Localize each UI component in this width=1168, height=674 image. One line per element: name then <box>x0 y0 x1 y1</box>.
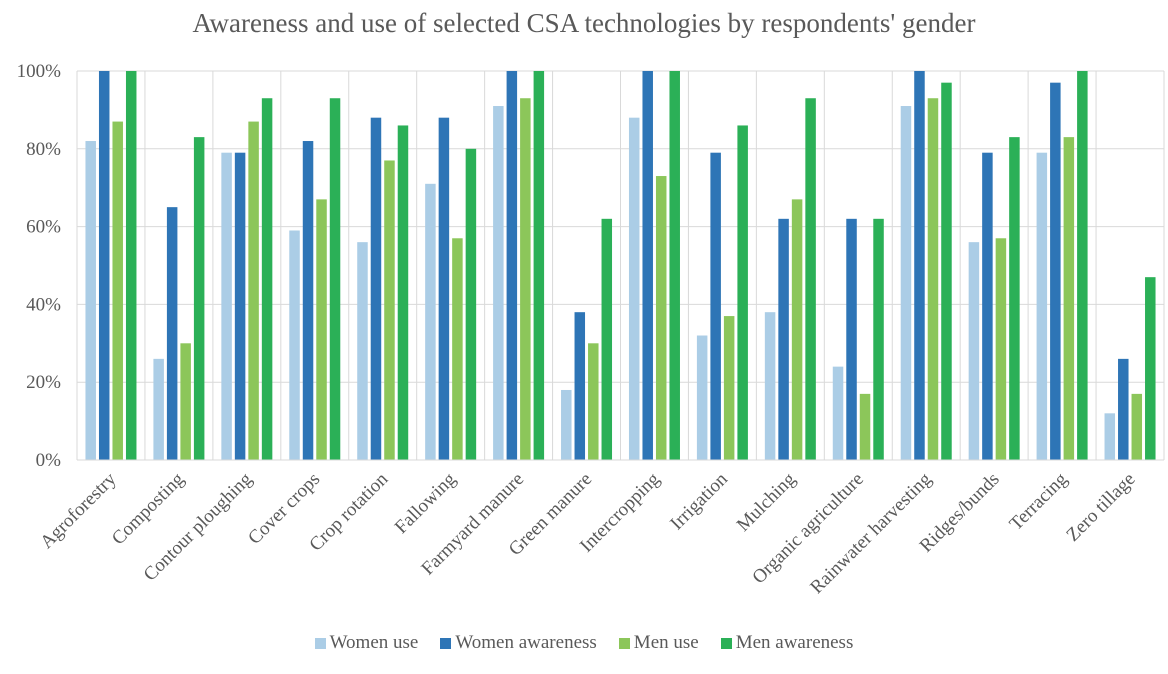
legend-swatch <box>314 637 326 649</box>
bar <box>506 71 518 460</box>
bar <box>832 366 844 460</box>
bar <box>561 389 572 460</box>
bar <box>1036 152 1048 460</box>
bar <box>465 148 477 461</box>
bar <box>125 71 137 460</box>
x-tick-label: Zero tillage <box>1062 469 1139 546</box>
legend-label: Men use <box>633 632 699 653</box>
bar <box>438 117 450 461</box>
bar <box>1145 277 1156 460</box>
bar <box>710 152 721 460</box>
x-tick-label: Rainwater harvesting <box>806 468 936 598</box>
bar <box>1104 413 1116 460</box>
bar <box>234 152 246 460</box>
bar <box>302 141 314 460</box>
bar <box>1050 82 1061 461</box>
bar <box>764 312 776 460</box>
bar <box>193 137 205 460</box>
bar <box>357 242 368 460</box>
bar <box>1077 71 1088 460</box>
x-tick-label: Terracing <box>1006 468 1072 534</box>
bar <box>778 218 789 460</box>
bar <box>723 316 735 460</box>
y-tick-label: 40% <box>26 294 61 315</box>
bar <box>846 218 857 460</box>
legend-item: Women use <box>314 632 419 654</box>
legend-label: Women use <box>329 632 419 653</box>
y-tick-label: 0% <box>36 450 62 471</box>
bar <box>655 176 667 460</box>
legend-item: Men use <box>618 632 699 654</box>
x-tick-label: Mulching <box>733 468 800 535</box>
bar <box>968 242 980 460</box>
legend-swatch <box>618 637 630 649</box>
bar <box>248 121 259 460</box>
bar <box>927 98 939 460</box>
bar <box>493 106 504 460</box>
bar <box>601 218 613 460</box>
bar <box>859 393 871 460</box>
bar <box>370 117 382 461</box>
y-tick-label: 60% <box>26 217 61 238</box>
bar <box>696 335 708 460</box>
chart-legend: Women use Women awareness Men use Men aware… <box>0 632 1168 654</box>
bar <box>1118 358 1129 460</box>
bar <box>329 98 341 460</box>
bar <box>588 343 599 460</box>
x-tick-label: Irrigation <box>666 468 732 534</box>
bar <box>98 71 110 460</box>
bar <box>995 238 1007 460</box>
bar <box>425 183 436 460</box>
x-tick-label: Fallowing <box>391 468 461 538</box>
y-tick-label: 80% <box>26 139 61 160</box>
bar <box>452 238 463 460</box>
y-tick-label: 20% <box>26 372 61 393</box>
y-tick-label: 100% <box>17 61 62 82</box>
bar <box>737 125 748 461</box>
legend-label: Women awareness <box>455 632 597 653</box>
bar <box>112 121 123 460</box>
bar <box>574 312 586 460</box>
bar <box>982 152 993 460</box>
bar <box>180 343 191 460</box>
legend-item: Men awareness <box>720 632 854 654</box>
bar <box>221 152 232 460</box>
bar <box>941 82 952 461</box>
bar <box>642 71 653 460</box>
bar <box>520 98 531 460</box>
legend-label: Men awareness <box>735 632 854 653</box>
legend-swatch <box>440 637 452 649</box>
bar <box>900 106 912 460</box>
bar <box>914 71 925 460</box>
bar <box>791 199 803 460</box>
bar <box>261 98 273 460</box>
chart-title: Awareness and use of selected CSA techno… <box>192 8 976 38</box>
bar <box>628 117 640 461</box>
bar <box>1063 137 1075 460</box>
x-tick-label: Agroforestry <box>36 468 121 553</box>
bar <box>85 141 96 460</box>
bar <box>1009 137 1020 460</box>
bar <box>805 98 816 460</box>
bar <box>397 125 409 461</box>
bar <box>384 160 395 460</box>
bar <box>533 71 545 460</box>
legend-swatch <box>720 637 732 649</box>
bar <box>153 358 164 460</box>
legend-item: Women awareness <box>440 632 597 654</box>
bar <box>873 218 884 460</box>
bar <box>166 207 178 460</box>
bar <box>1131 393 1143 460</box>
bar <box>669 71 680 460</box>
bar <box>289 230 300 460</box>
bar <box>316 199 327 460</box>
